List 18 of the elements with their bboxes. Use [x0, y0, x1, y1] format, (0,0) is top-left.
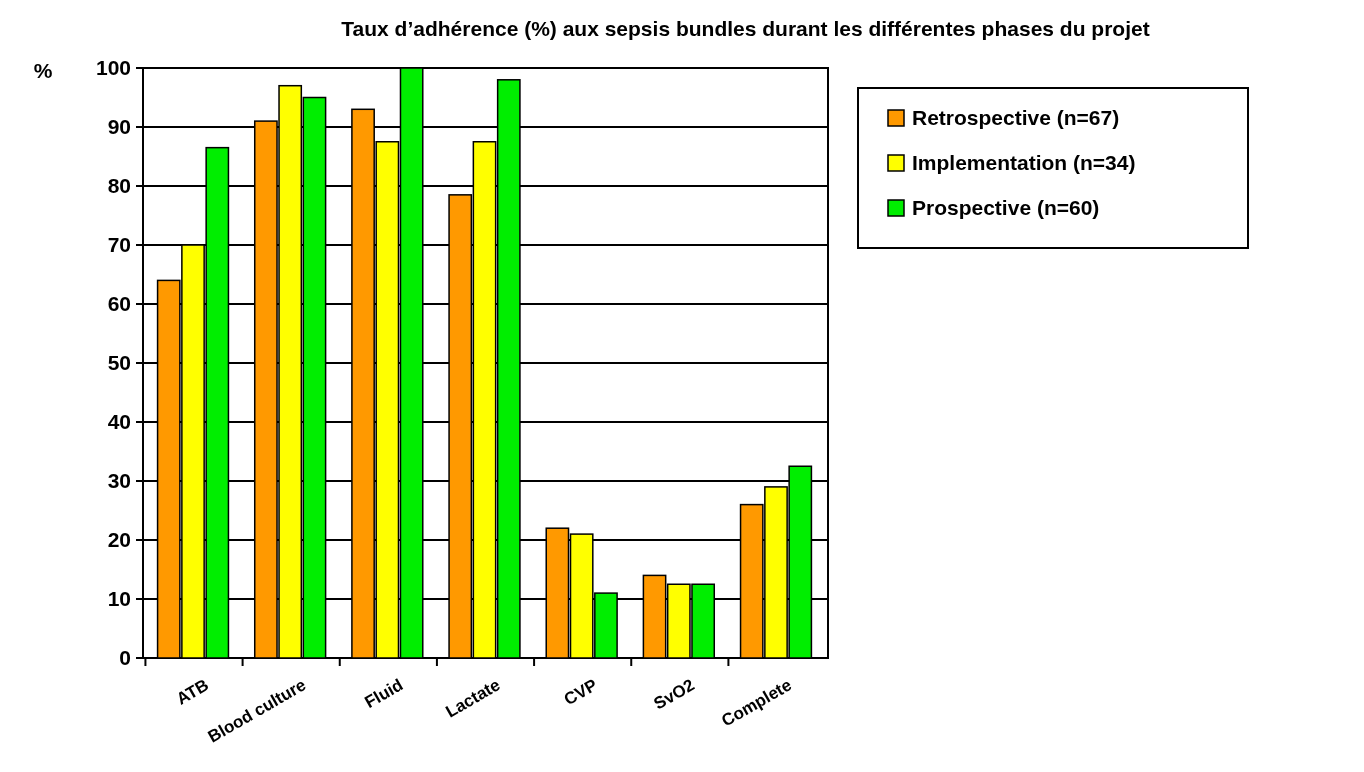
chart-title: Taux d’adhérence (%) aux sepsis bundles durant les différentes phases du projet	[341, 17, 1150, 40]
legend-label: Implementation (n=34)	[912, 151, 1136, 175]
legend-label: Prospective (n=60)	[912, 196, 1100, 220]
y-tick-label: 0	[119, 646, 131, 670]
y-tick-label: 70	[107, 233, 131, 257]
y-tick-label: 50	[107, 351, 131, 375]
y-tick-label: 40	[107, 410, 131, 434]
y-tick-label: 10	[107, 587, 131, 611]
x-tick-label: ATB	[173, 675, 212, 709]
y-tick-label: 30	[107, 469, 131, 493]
x-tick-label: CVP	[560, 675, 601, 710]
y-axis-title: %	[33, 59, 53, 82]
y-tick-label: 90	[107, 115, 131, 139]
y-tick-label: 80	[107, 174, 131, 198]
y-tick-label: 100	[95, 56, 131, 80]
legend-label: Retrospective (n=67)	[912, 106, 1120, 130]
y-tick-label: 60	[107, 292, 131, 316]
y-tick-label: 20	[107, 528, 131, 552]
